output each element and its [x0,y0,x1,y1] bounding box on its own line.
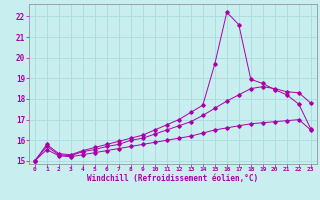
X-axis label: Windchill (Refroidissement éolien,°C): Windchill (Refroidissement éolien,°C) [87,174,258,183]
